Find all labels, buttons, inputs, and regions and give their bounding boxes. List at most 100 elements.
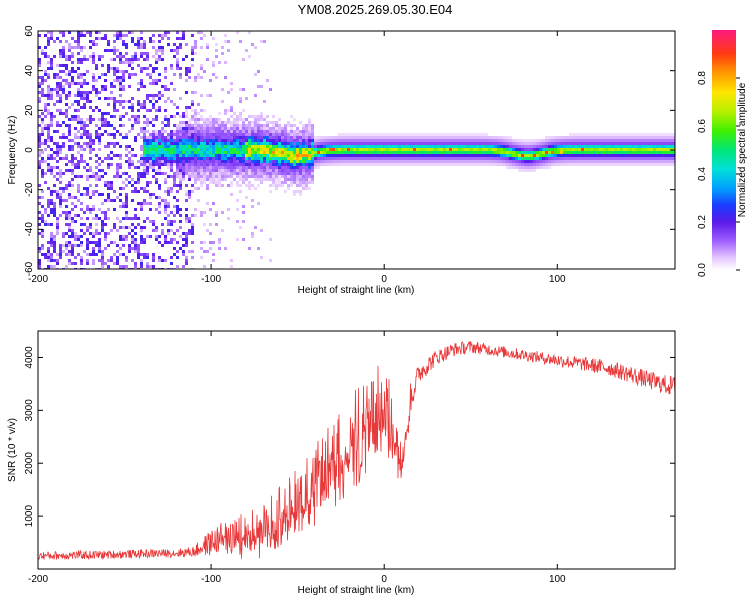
- spectrogram-cell: [143, 157, 146, 160]
- spectrogram-cell: [107, 64, 110, 67]
- spectrogram-cell: [590, 160, 593, 163]
- spectrogram-cell: [461, 154, 464, 157]
- spectrogram-cell: [482, 133, 485, 136]
- spectrogram-cell: [233, 163, 236, 166]
- spectrogram-cell: [128, 175, 131, 178]
- spectrogram-cell: [311, 124, 314, 127]
- spectrogram-cell: [524, 154, 527, 157]
- spectrogram-cell: [74, 166, 77, 169]
- spectrogram-cell: [116, 154, 119, 157]
- spectrogram-cell: [221, 211, 224, 214]
- spectrogram-cell: [185, 184, 188, 187]
- spectrogram-cell: [236, 208, 239, 211]
- spectrogram-cell: [182, 121, 185, 124]
- spectrogram-cell: [554, 145, 557, 148]
- spectrogram-cell: [572, 145, 575, 148]
- spectrogram-cell: [47, 109, 50, 112]
- spectrogram-cell: [365, 163, 368, 166]
- spectrogram-cell: [599, 163, 602, 166]
- spectrogram-cell: [299, 142, 302, 145]
- spectrogram-cell: [137, 166, 140, 169]
- spectrogram-cell: [206, 58, 209, 61]
- spectrogram-cell: [59, 250, 62, 253]
- spectrogram-cell: [194, 142, 197, 145]
- spectrogram-cell: [53, 175, 56, 178]
- spectrogram-cell: [44, 106, 47, 109]
- snr-ytick-label: 1000: [24, 505, 35, 528]
- spectrogram-cell: [131, 241, 134, 244]
- spectrogram-cell: [407, 151, 410, 154]
- spectrogram-cell: [188, 70, 191, 73]
- spectrogram-cell: [38, 61, 41, 64]
- spectrogram-cell: [218, 133, 221, 136]
- spectrogram-cell: [212, 160, 215, 163]
- spectrogram-cell: [203, 148, 206, 151]
- spectrogram-cell: [500, 142, 503, 145]
- spectrogram-cell: [386, 148, 389, 151]
- spectrogram-cell: [185, 112, 188, 115]
- spectrogram-cell: [230, 88, 233, 91]
- spectrogram-cell: [143, 130, 146, 133]
- spectrogram-cell: [506, 148, 509, 151]
- spectrogram-cell: [206, 163, 209, 166]
- spectrogram-cell: [59, 64, 62, 67]
- spectrogram-cell: [92, 73, 95, 76]
- spectrogram-cell: [113, 70, 116, 73]
- spectrogram-cell: [38, 259, 41, 262]
- spectrogram-cell: [71, 235, 74, 238]
- spectrogram-cell: [260, 178, 263, 181]
- spectrogram-cell: [176, 139, 179, 142]
- spectrogram-cell: [539, 160, 542, 163]
- spectrogram-cell: [389, 142, 392, 145]
- spectrogram-cell: [176, 211, 179, 214]
- spectrogram-cell: [83, 91, 86, 94]
- spectrogram-cell: [47, 250, 50, 253]
- spectrogram-cell: [98, 241, 101, 244]
- spectrogram-cell: [218, 139, 221, 142]
- spectrogram-cell: [77, 160, 80, 163]
- spectrogram-cell: [353, 145, 356, 148]
- spectrogram-cell: [338, 145, 341, 148]
- spectrogram-cell: [521, 166, 524, 169]
- spectrogram-cell: [443, 154, 446, 157]
- spectrogram-cell: [308, 130, 311, 133]
- spectrogram-cell: [137, 109, 140, 112]
- spectrogram-cell: [311, 127, 314, 130]
- spectrogram-cell: [170, 166, 173, 169]
- spectrogram-cell: [152, 70, 155, 73]
- spectrogram-cell: [617, 145, 620, 148]
- spectrogram-cell: [506, 136, 509, 139]
- spectrogram-cell: [140, 163, 143, 166]
- spectrogram-cell: [206, 133, 209, 136]
- spectrogram-cell: [179, 208, 182, 211]
- spectrogram-cell: [281, 181, 284, 184]
- spectrogram-cell: [197, 175, 200, 178]
- spectrogram-cell: [248, 247, 251, 250]
- spectrogram-cell: [566, 136, 569, 139]
- spectrogram-cell: [74, 196, 77, 199]
- spectrogram-cell: [83, 106, 86, 109]
- spectrogram-cell: [47, 205, 50, 208]
- spectrogram-cell: [53, 214, 56, 217]
- spectrogram-cell: [389, 139, 392, 142]
- spectrogram-cell: [215, 124, 218, 127]
- spectrogram-cell: [572, 154, 575, 157]
- spectrogram-cell: [71, 148, 74, 151]
- spectrogram-cell: [218, 130, 221, 133]
- spectrogram-cell: [59, 148, 62, 151]
- spectrogram-cell: [524, 145, 527, 148]
- spectrogram-cell: [260, 40, 263, 43]
- spectrogram-cell: [431, 136, 434, 139]
- spectrogram-cell: [50, 154, 53, 157]
- spectrogram-cell: [242, 88, 245, 91]
- spectrogram-cell: [545, 139, 548, 142]
- spectrogram-cell: [563, 148, 566, 151]
- spectrogram-cell: [92, 61, 95, 64]
- spectrogram-cell: [209, 124, 212, 127]
- spectrogram-cell: [182, 112, 185, 115]
- spectrogram-cell: [299, 130, 302, 133]
- spectrogram-cell: [176, 256, 179, 259]
- spectrogram-cell: [86, 229, 89, 232]
- spectrogram-cell: [386, 139, 389, 142]
- spectrogram-cell: [332, 139, 335, 142]
